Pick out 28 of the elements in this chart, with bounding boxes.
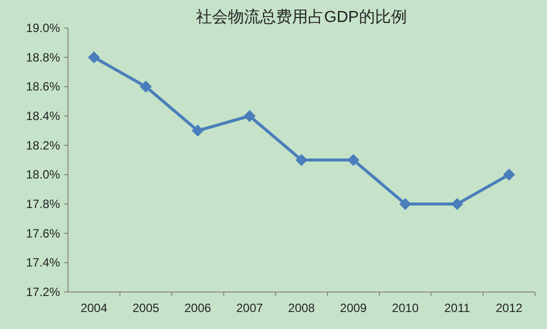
y-tick-label: 17.8% — [26, 197, 60, 211]
x-tick-label: 2007 — [236, 301, 264, 315]
x-tick-label: 2006 — [184, 301, 212, 315]
y-tick-label: 18.2% — [26, 138, 60, 152]
y-tick-label: 18.6% — [26, 80, 60, 94]
point — [399, 198, 412, 210]
y-tick-label: 17.6% — [26, 226, 60, 240]
y-tick-label: 18.4% — [26, 109, 60, 123]
y-tick-label: 17.4% — [26, 256, 60, 270]
x-tick-label: 2005 — [132, 301, 160, 315]
point — [296, 154, 308, 166]
x-tick-label: 2009 — [340, 301, 368, 315]
point — [140, 80, 152, 93]
chart-title: 社会物流总费用占GDP的比例 — [196, 8, 407, 26]
y-tick-label: 18.0% — [26, 168, 60, 182]
x-tick-label: 2011 — [444, 301, 470, 315]
x-tick-label: 2010 — [392, 301, 419, 315]
point — [503, 168, 516, 181]
x-tick-label: 2004 — [80, 301, 108, 315]
point — [244, 110, 256, 122]
point — [451, 198, 464, 210]
point — [88, 51, 100, 64]
y-tick-label: 17.2% — [26, 285, 60, 299]
y-tick-label: 19.0% — [26, 21, 60, 35]
y-tick-label: 18.8% — [26, 50, 60, 64]
point — [192, 124, 204, 137]
x-tick-label: 2008 — [288, 301, 316, 315]
x-tick-label: 2012 — [496, 301, 523, 315]
